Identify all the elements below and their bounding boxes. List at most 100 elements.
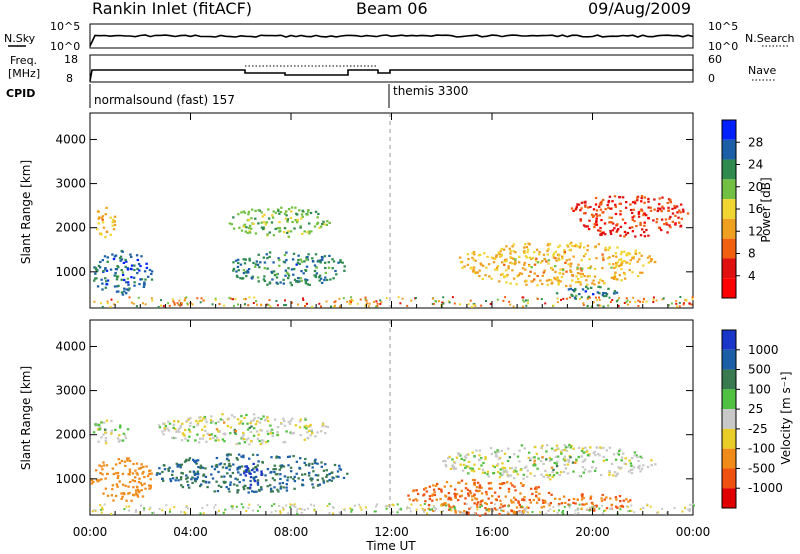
- echo-cell: [473, 483, 476, 486]
- echo-cell: [665, 512, 668, 515]
- echo-cell: [575, 458, 578, 461]
- echo-cell: [93, 509, 96, 512]
- echo-cell: [328, 512, 331, 515]
- echo-cell: [647, 197, 650, 200]
- echo-cell: [339, 468, 343, 471]
- echo-cell: [579, 283, 582, 286]
- echo-cell: [517, 274, 521, 277]
- echo-cell: [322, 469, 326, 472]
- echo-cell: [303, 508, 306, 511]
- echo-cell: [559, 471, 563, 474]
- echo-cell: [130, 301, 133, 304]
- echo-cell: [114, 271, 117, 275]
- echo-cell: [657, 511, 660, 514]
- echo-cell: [104, 267, 107, 270]
- echo-cell: [549, 478, 552, 481]
- echo-cell: [193, 473, 197, 476]
- echo-cell: [569, 242, 572, 245]
- echo-cell: [600, 233, 603, 237]
- echo-cell: [106, 300, 109, 303]
- echo-cell: [614, 205, 617, 208]
- echo-cell: [462, 463, 466, 466]
- echo-cell: [334, 300, 337, 303]
- echo-cell: [547, 247, 550, 250]
- echo-cell: [211, 477, 215, 480]
- echo-cell: [186, 439, 190, 442]
- echo-cell: [423, 510, 425, 513]
- echo-cell: [269, 432, 273, 435]
- echo-cell: [507, 512, 510, 515]
- echo-cell: [646, 465, 650, 468]
- echo-cell: [203, 480, 206, 483]
- echo-cell: [614, 203, 617, 206]
- echo-cell: [215, 480, 218, 483]
- echo-cell: [183, 460, 187, 463]
- echo-cell: [580, 201, 584, 204]
- echo-cell: [289, 466, 293, 469]
- echo-cell: [475, 486, 479, 489]
- echo-cell: [676, 305, 678, 308]
- echo-cell: [304, 282, 308, 285]
- echo-cell: [566, 245, 570, 248]
- echo-cell: [587, 266, 590, 270]
- echo-cell: [427, 507, 430, 510]
- echo-cell: [239, 277, 242, 280]
- echo-cell: [343, 509, 346, 512]
- echo-cell: [304, 269, 308, 272]
- echo-cell: [142, 285, 146, 288]
- echo-cell: [687, 508, 690, 511]
- echo-cell: [477, 254, 481, 257]
- echo-cell: [638, 464, 641, 467]
- echo-cell: [267, 419, 270, 423]
- echo-cell: [305, 258, 308, 261]
- echo-cell: [235, 270, 238, 273]
- echo-cell: [429, 508, 431, 511]
- echo-cell: [309, 425, 312, 428]
- echo-cell: [526, 469, 529, 472]
- echo-cell: [116, 265, 119, 268]
- echo-cell: [148, 469, 151, 473]
- echo-cell: [614, 474, 618, 477]
- echo-cell: [562, 297, 565, 300]
- echo-cell: [565, 270, 568, 273]
- echo-cell: [579, 272, 582, 275]
- echo-cell: [167, 468, 170, 471]
- echo-cell: [358, 503, 361, 506]
- echo-cell: [617, 453, 621, 456]
- echo-cell: [471, 478, 475, 482]
- echo-cell: [90, 479, 94, 482]
- echo-cell: [130, 264, 134, 267]
- echo-cell: [356, 302, 359, 305]
- echo-cell: [313, 274, 316, 277]
- echo-cell: [506, 273, 509, 277]
- echo-cell: [552, 254, 555, 257]
- echo-cell: [349, 299, 352, 302]
- echo-cell: [583, 212, 586, 215]
- echo-cell: [522, 305, 524, 308]
- echo-cell: [247, 437, 250, 440]
- echo-cell: [588, 509, 591, 512]
- echo-cell: [495, 498, 498, 502]
- echo-cell: [168, 466, 171, 469]
- echo-cell: [122, 261, 126, 264]
- echo-cell: [493, 491, 497, 494]
- echo-cell: [560, 298, 562, 301]
- echo-cell: [324, 425, 327, 428]
- echo-cell: [116, 437, 120, 440]
- echo-cell: [305, 265, 309, 268]
- echo-cell: [535, 494, 538, 497]
- echo-cell: [563, 505, 566, 508]
- echo-cell: [603, 222, 607, 225]
- echo-cell: [473, 304, 476, 307]
- echo-cell: [602, 459, 605, 462]
- echo-cell: [539, 460, 543, 463]
- echo-cell: [109, 216, 112, 219]
- echo-cell: [306, 210, 310, 213]
- echo-cell: [270, 428, 274, 431]
- echo-cell: [122, 432, 126, 435]
- echo-cell: [265, 221, 268, 224]
- echo-cell: [101, 506, 104, 509]
- echo-cell: [506, 481, 509, 484]
- echo-cell: [273, 464, 276, 467]
- echo-cell: [474, 512, 477, 515]
